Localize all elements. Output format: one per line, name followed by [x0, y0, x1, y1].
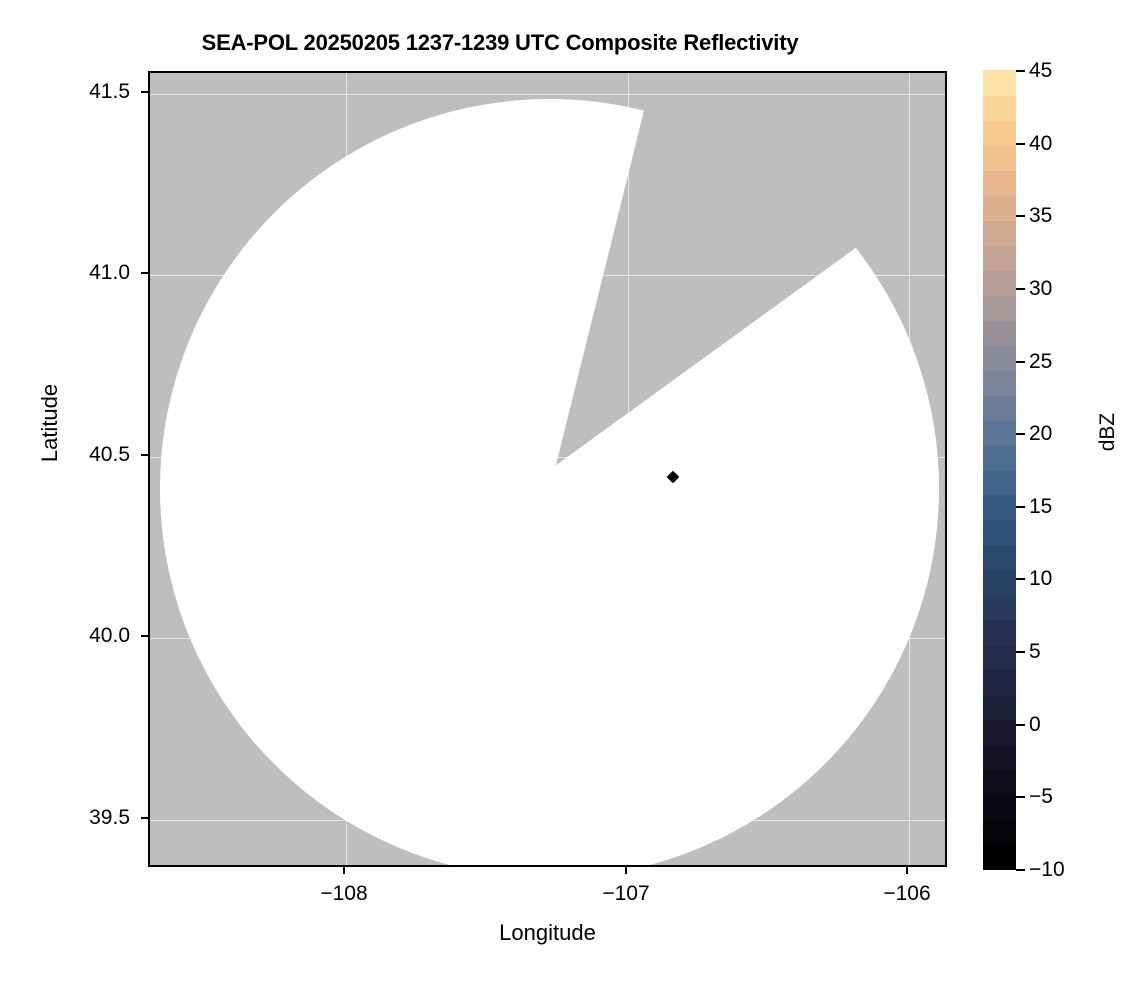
- y-axis-title: Latitude: [37, 383, 62, 463]
- y-tick-label: 41.0: [89, 261, 130, 284]
- colorbar-band: [983, 370, 1016, 396]
- colorbar-title: dBZ: [1096, 412, 1119, 452]
- y-tick-mark: [141, 635, 148, 637]
- colorbar: −10 −5 0 5 10 15 20 25 30 35 40 45: [983, 59, 1065, 881]
- gridline-lon-108: [346, 73, 347, 865]
- colorbar-band: [983, 245, 1016, 271]
- colorbar-tick-label: 5: [1029, 640, 1041, 664]
- gridline-lat-39.5: [150, 820, 945, 821]
- colorbar-band: [983, 395, 1016, 421]
- colorbar-tick-mark: [1016, 723, 1025, 726]
- colorbar-tick-label: 45: [1029, 59, 1053, 82]
- colorbar-tick-label: 20: [1029, 422, 1053, 446]
- colorbar-band: [983, 694, 1016, 721]
- colorbar-tick-mark: [1016, 651, 1025, 654]
- colorbar-tick-mark: [1016, 796, 1025, 799]
- colorbar-band: [983, 544, 1016, 571]
- colorbar-band: [983, 769, 1016, 796]
- colorbar-band: [983, 569, 1016, 596]
- gridline-lat-41.0: [150, 275, 945, 276]
- x-tick-mark: [625, 867, 627, 874]
- y-tick-mark: [141, 272, 148, 274]
- y-tick-label: 41.5: [89, 80, 130, 103]
- y-tick-label: 40.5: [89, 443, 130, 466]
- gridline-lat-41.5: [150, 94, 945, 95]
- colorbar-band: [983, 295, 1016, 321]
- colorbar-tick-mark: [1016, 505, 1025, 508]
- colorbar-gradient: [983, 70, 1016, 870]
- colorbar-band: [983, 170, 1016, 196]
- colorbar-band: [983, 469, 1016, 496]
- colorbar-band: [983, 669, 1016, 696]
- colorbar-band: [983, 644, 1016, 671]
- gridline-lon-106: [909, 73, 910, 865]
- x-tick-label: −108: [320, 882, 368, 905]
- colorbar-band: [983, 70, 1016, 96]
- colorbar-tick-label: 35: [1029, 204, 1053, 228]
- colorbar-band: [983, 744, 1016, 771]
- y-tick-mark: [141, 454, 148, 456]
- colorbar-tick-label: 30: [1029, 276, 1053, 300]
- colorbar-band: [983, 494, 1016, 521]
- y-tick-label: 39.5: [89, 806, 130, 829]
- colorbar-tick-mark: [1016, 142, 1025, 145]
- colorbar-tick-label: 15: [1029, 494, 1053, 518]
- colorbar-band: [983, 419, 1016, 446]
- colorbar-band: [983, 95, 1016, 121]
- y-tick-mark: [141, 817, 148, 819]
- colorbar-tick-label: 25: [1029, 349, 1053, 373]
- colorbar-tick-label: 0: [1029, 712, 1041, 736]
- x-tick-mark: [343, 867, 345, 874]
- y-tick-label: 40.0: [89, 624, 130, 647]
- colorbar-band: [983, 120, 1016, 146]
- gridline-lat-40.0: [150, 638, 945, 639]
- colorbar-band: [983, 444, 1016, 471]
- colorbar-band: [983, 794, 1016, 821]
- colorbar-band: [983, 220, 1016, 246]
- colorbar-tick-mark: [1016, 578, 1025, 581]
- colorbar-tick-mark: [1016, 360, 1025, 363]
- colorbar-tick-label: −10: [1029, 858, 1065, 881]
- colorbar-band: [983, 195, 1016, 221]
- colorbar-tick-label: 40: [1029, 131, 1053, 155]
- x-tick-label: −106: [883, 882, 931, 905]
- x-tick-mark: [906, 867, 908, 874]
- colorbar-band: [983, 819, 1016, 846]
- x-tick-label: −107: [602, 882, 650, 905]
- plot-panel-inner: [150, 73, 945, 865]
- colorbar-band: [983, 719, 1016, 746]
- plot-panel: [148, 71, 947, 867]
- page-title: SEA-POL 20250205 1237-1239 UTC Composite…: [201, 30, 799, 55]
- x-axis-title: Longitude: [499, 920, 596, 945]
- colorbar-band: [983, 619, 1016, 646]
- colorbar-band: [983, 270, 1016, 296]
- colorbar-band: [983, 844, 1016, 870]
- colorbar-tick-label: −5: [1029, 785, 1053, 809]
- colorbar-tick-mark: [1016, 433, 1025, 436]
- colorbar-band: [983, 345, 1016, 371]
- colorbar-tick-mark: [1016, 287, 1025, 290]
- colorbar-band: [983, 519, 1016, 546]
- colorbar-tick-mark: [1016, 869, 1025, 871]
- colorbar-band: [983, 320, 1016, 346]
- colorbar-tick-mark: [1016, 70, 1025, 72]
- colorbar-band: [983, 145, 1016, 171]
- colorbar-tick-label: 10: [1029, 567, 1053, 591]
- gridline-lat-40.5: [150, 457, 945, 458]
- colorbar-tick-mark: [1016, 215, 1025, 218]
- gridline-lon-107: [628, 73, 629, 865]
- colorbar-band: [983, 594, 1016, 621]
- y-tick-mark: [141, 91, 148, 93]
